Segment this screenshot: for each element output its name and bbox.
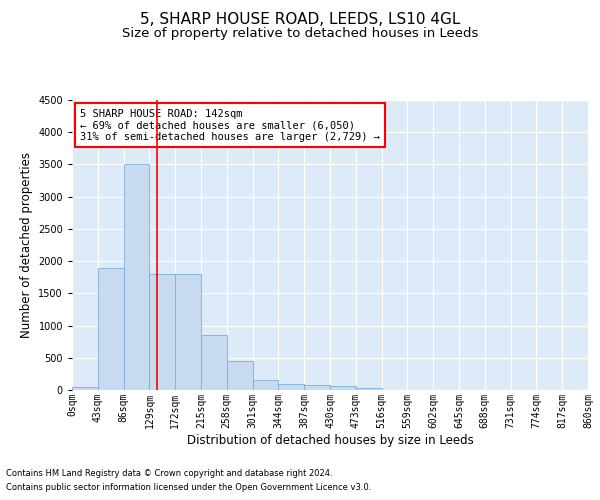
Bar <box>201 335 227 390</box>
Text: 5, SHARP HOUSE ROAD, LEEDS, LS10 4GL: 5, SHARP HOUSE ROAD, LEEDS, LS10 4GL <box>140 12 460 28</box>
Bar <box>149 274 175 390</box>
Bar <box>124 164 149 390</box>
Bar <box>253 380 278 390</box>
Bar <box>304 385 330 390</box>
Bar <box>98 268 124 390</box>
Bar <box>175 274 201 390</box>
Bar <box>72 388 98 390</box>
X-axis label: Distribution of detached houses by size in Leeds: Distribution of detached houses by size … <box>187 434 473 446</box>
Text: Contains public sector information licensed under the Open Government Licence v3: Contains public sector information licen… <box>6 484 371 492</box>
Bar <box>356 388 382 390</box>
Y-axis label: Number of detached properties: Number of detached properties <box>20 152 32 338</box>
Text: Contains HM Land Registry data © Crown copyright and database right 2024.: Contains HM Land Registry data © Crown c… <box>6 468 332 477</box>
Text: Size of property relative to detached houses in Leeds: Size of property relative to detached ho… <box>122 28 478 40</box>
Bar <box>330 386 356 390</box>
Bar <box>227 361 253 390</box>
Text: 5 SHARP HOUSE ROAD: 142sqm
← 69% of detached houses are smaller (6,050)
31% of s: 5 SHARP HOUSE ROAD: 142sqm ← 69% of deta… <box>80 108 380 142</box>
Bar <box>278 384 304 390</box>
